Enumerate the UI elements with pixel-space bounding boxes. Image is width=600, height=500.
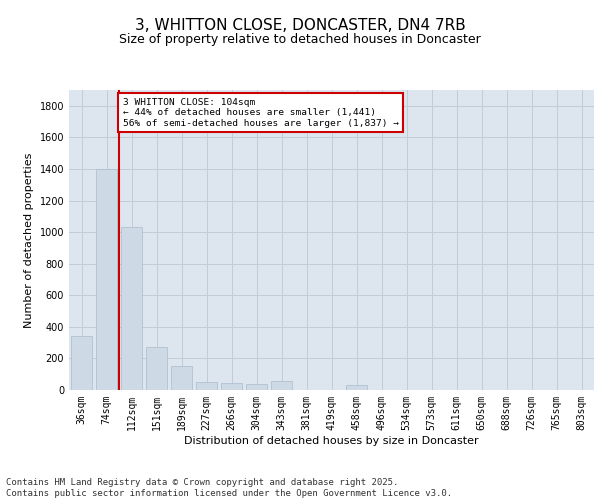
Text: 3 WHITTON CLOSE: 104sqm
← 44% of detached houses are smaller (1,441)
56% of semi: 3 WHITTON CLOSE: 104sqm ← 44% of detache… xyxy=(123,98,399,128)
Bar xyxy=(221,383,242,390)
Bar xyxy=(246,384,267,390)
Bar xyxy=(271,380,292,390)
Bar xyxy=(196,382,217,390)
X-axis label: Distribution of detached houses by size in Doncaster: Distribution of detached houses by size … xyxy=(184,436,479,446)
Bar xyxy=(171,366,192,390)
Bar xyxy=(71,336,92,390)
Text: 3, WHITTON CLOSE, DONCASTER, DN4 7RB: 3, WHITTON CLOSE, DONCASTER, DN4 7RB xyxy=(134,18,466,32)
Bar xyxy=(146,348,167,390)
Bar xyxy=(346,386,367,390)
Text: Contains HM Land Registry data © Crown copyright and database right 2025.
Contai: Contains HM Land Registry data © Crown c… xyxy=(6,478,452,498)
Bar xyxy=(121,228,142,390)
Y-axis label: Number of detached properties: Number of detached properties xyxy=(24,152,34,328)
Text: Size of property relative to detached houses in Doncaster: Size of property relative to detached ho… xyxy=(119,32,481,46)
Bar xyxy=(96,169,117,390)
